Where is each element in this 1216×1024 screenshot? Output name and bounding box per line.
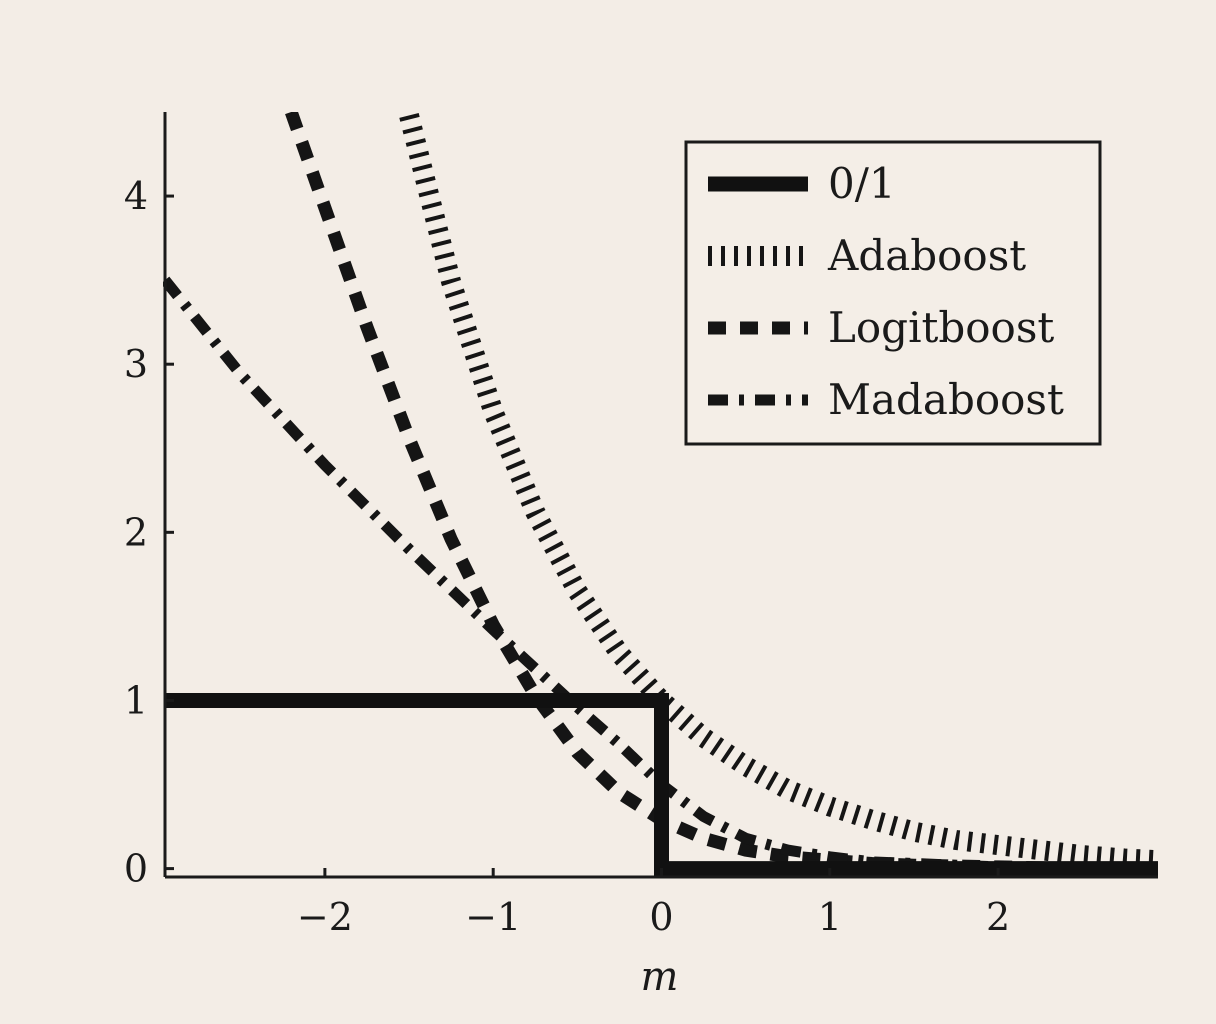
x-tick-label: 0 xyxy=(649,895,673,939)
legend-label-adaboost: Adaboost xyxy=(827,231,1026,280)
x-tick-label: 2 xyxy=(986,895,1010,939)
y-tick-label: 3 xyxy=(124,342,148,386)
series-line-0-1 xyxy=(165,693,1158,877)
series-line-adaboost xyxy=(399,112,1159,871)
legend-box xyxy=(684,140,1102,446)
series-layer xyxy=(163,112,1159,877)
y-tick-label: 2 xyxy=(124,510,148,554)
legend-label-logitboost: Logitboost xyxy=(828,303,1054,352)
legend: 0/1 Adaboost Logitboost Madaboost xyxy=(684,140,1102,446)
legend-label-madaboost: Madaboost xyxy=(828,375,1064,424)
x-tick-label: −2 xyxy=(297,895,353,939)
y-tick-label: 1 xyxy=(124,678,148,722)
x-tick-label: 1 xyxy=(818,895,842,939)
y-tick-label: 4 xyxy=(124,174,148,218)
axes-layer: −2 −1 0 1 2 0 1 2 3 4 m xyxy=(124,112,1158,1000)
legend-label-0-1: 0/1 xyxy=(828,159,896,208)
series-line-madaboost xyxy=(163,276,1158,875)
x-tick-label: −1 xyxy=(465,895,521,939)
x-axis-label: m xyxy=(641,954,679,1000)
y-tick-label: 0 xyxy=(124,847,148,891)
